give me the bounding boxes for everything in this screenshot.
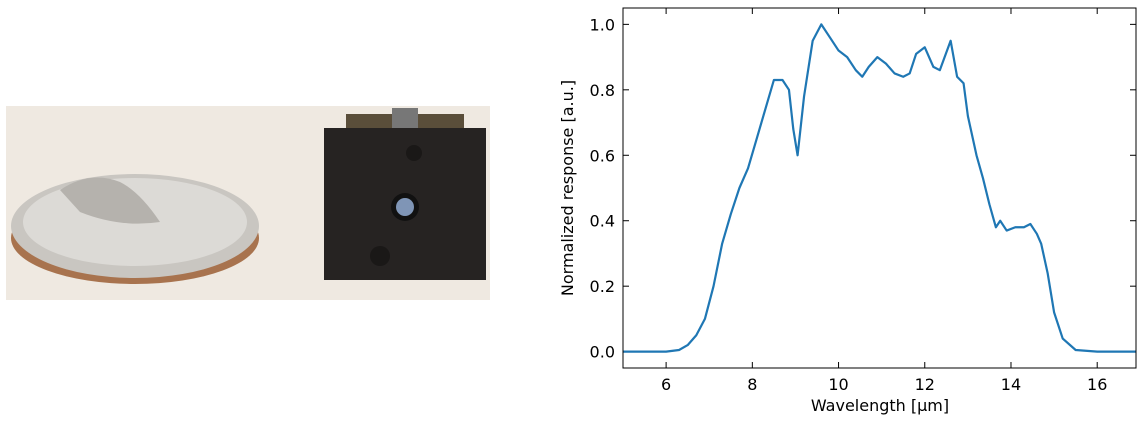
- y-tick-label: 0.6: [590, 146, 615, 165]
- x-tick-label: 16: [1087, 375, 1107, 394]
- x-tick-label: 14: [1001, 375, 1021, 394]
- x-tick-label: 12: [915, 375, 935, 394]
- y-axis-label: Normalized response [a.u.]: [558, 80, 577, 296]
- x-tick-label: 10: [828, 375, 848, 394]
- y-tick-label: 0.8: [590, 81, 615, 100]
- photo: [6, 106, 490, 300]
- line-series: [623, 23, 1136, 353]
- y-tick-label: 1.0: [590, 15, 615, 34]
- y-tick-label: 0.0: [590, 343, 615, 362]
- x-tick-label: 8: [747, 375, 757, 394]
- plot-frame: [622, 7, 1137, 369]
- x-axis-label: Wavelength [µm]: [811, 396, 949, 415]
- y-tick-label: 0.4: [590, 212, 615, 231]
- x-tick-label: 6: [661, 375, 671, 394]
- y-tick-label: 0.2: [590, 277, 615, 296]
